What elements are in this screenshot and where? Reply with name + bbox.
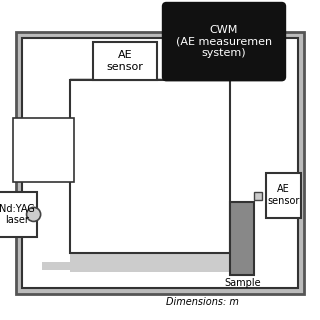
Text: Dimensions: m: Dimensions: m [166, 297, 239, 307]
Text: x: x [222, 152, 229, 165]
Text: y: y [140, 278, 147, 291]
Text: 30: 30 [219, 154, 231, 164]
Text: 50: 50 [64, 262, 76, 272]
Text: 50: 50 [219, 91, 231, 101]
Text: 20: 20 [219, 185, 231, 195]
Text: CWM
(AE measuremen
system): CWM (AE measuremen system) [176, 25, 272, 58]
Text: θ: θ [146, 227, 156, 242]
Text: 30: 30 [123, 262, 135, 272]
Text: 40: 40 [93, 262, 106, 272]
Text: 10: 10 [180, 262, 193, 272]
Text: Nd:YAG
laser: Nd:YAG laser [0, 204, 35, 225]
Text: 0: 0 [213, 262, 219, 272]
Text: 10: 10 [219, 216, 231, 226]
Text: Sample: Sample [224, 278, 260, 288]
Text: θ=75°: θ=75° [42, 164, 73, 175]
Text: θ=0°: θ=0° [42, 126, 67, 136]
Text: 0: 0 [219, 248, 225, 258]
Text: AE
sensor: AE sensor [267, 184, 300, 206]
Text: AE
sensor: AE sensor [106, 50, 143, 72]
Text: 40: 40 [219, 122, 231, 132]
Text: θ=45°: θ=45° [42, 145, 73, 156]
Text: 20: 20 [151, 262, 164, 272]
